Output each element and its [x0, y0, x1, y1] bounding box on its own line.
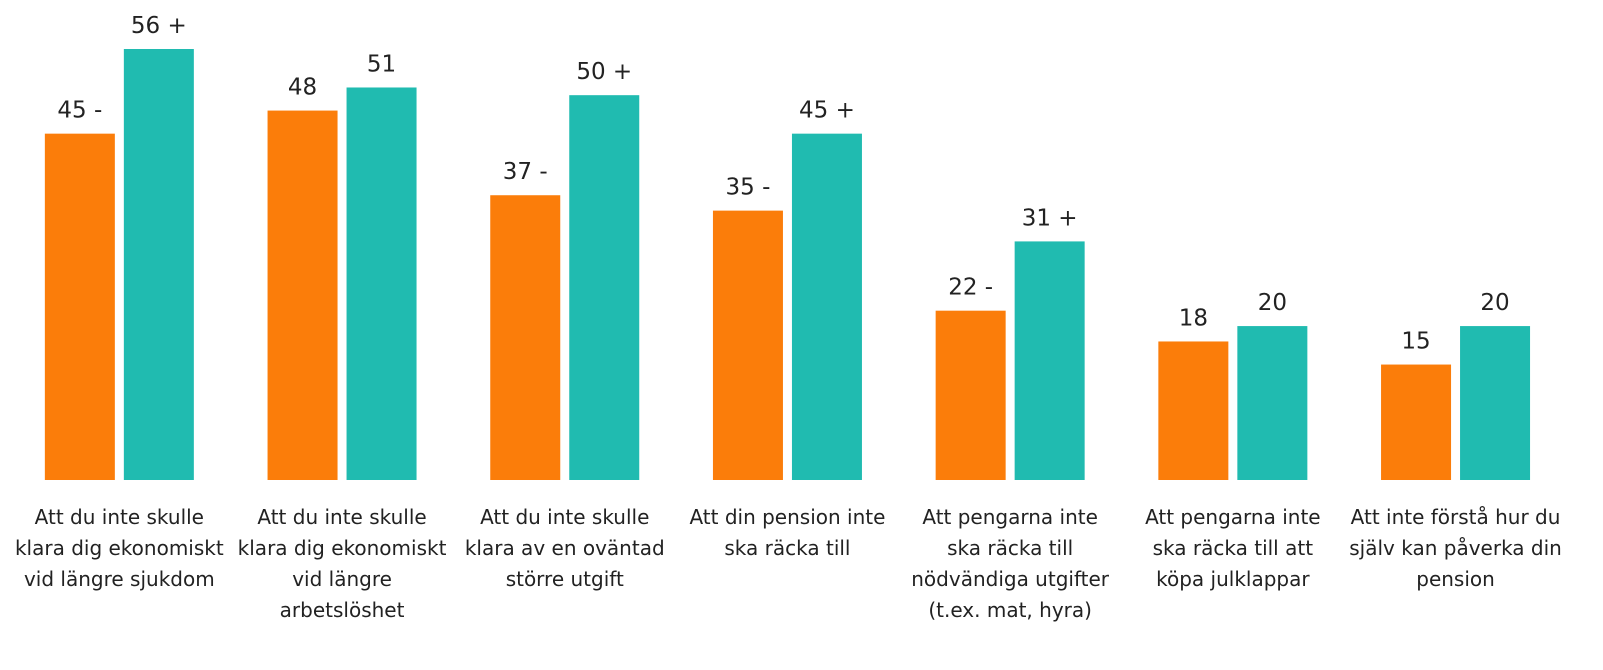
category-label: Att din pension inte ska räcka till: [689, 505, 886, 560]
bar: [1460, 326, 1531, 480]
category-label: Att du inte skulle klara dig ekonomiskt …: [237, 505, 447, 622]
value-label: 15: [1401, 329, 1430, 355]
bar: [490, 195, 561, 480]
bar: [267, 110, 338, 481]
bar: [935, 310, 1006, 480]
bar: [712, 210, 783, 480]
value-label: 20: [1258, 290, 1287, 316]
value-label: 45 -: [57, 98, 102, 124]
value-label: 18: [1179, 305, 1208, 331]
bar: [1237, 326, 1308, 480]
category-label: Att pengarna inte ska räcka till att köp…: [1145, 505, 1321, 591]
category-label: Att du inte skulle klara dig ekonomiskt …: [14, 505, 224, 591]
value-label: 50 +: [576, 59, 632, 85]
value-label: 35 -: [726, 175, 771, 201]
bar: [1158, 341, 1229, 480]
category-label: Att du inte skulle klara av en oväntad s…: [464, 505, 665, 591]
bar: [1014, 241, 1085, 480]
category-label: Att pengarna inte ska räcka till nödvänd…: [911, 505, 1110, 622]
bar: [791, 133, 862, 481]
bar: [44, 133, 115, 481]
value-label: 48: [288, 75, 317, 101]
category-label: Att inte förstå hur du själv kan påverka…: [1349, 505, 1562, 591]
value-label: 45 +: [799, 98, 855, 124]
value-label: 37 -: [503, 159, 548, 185]
value-label: 51: [367, 51, 396, 77]
bar: [123, 49, 194, 480]
value-label: 22 -: [948, 275, 993, 301]
bar: [1381, 364, 1452, 480]
bar: [346, 87, 417, 480]
value-label: 31 +: [1022, 205, 1078, 231]
bar: [569, 95, 640, 480]
value-label: 56 +: [131, 13, 187, 39]
chart: 45 - 56 + 48 51 37 - 50 + 35 - 45 + 22 - 31 + 18 20…: [44, 13, 1531, 481]
value-label: 20: [1480, 290, 1509, 316]
